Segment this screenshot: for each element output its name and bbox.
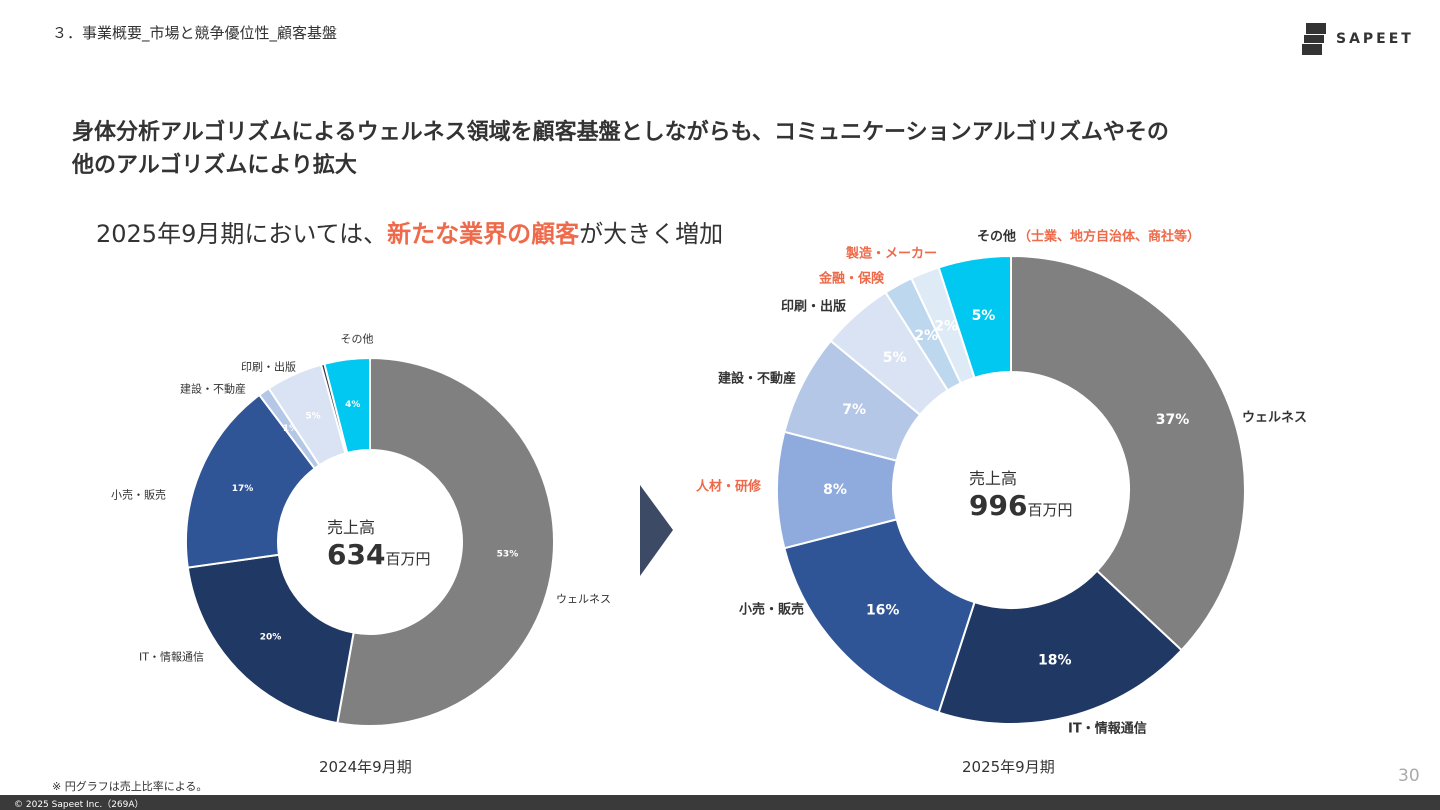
chart-2024-center-value: 634 [327, 538, 386, 571]
donut-slice [323, 356, 371, 455]
slice-percent-label: 5% [305, 411, 320, 421]
chart-2025-center: 売上高 996百万円 [969, 465, 1072, 522]
slice-percent-label: 37% [1156, 412, 1190, 428]
headline: 身体分析アルゴリズムによるウェルネス領域を顧客基盤としながらも、コミュニケーショ… [72, 116, 1332, 182]
donut-slice [336, 356, 556, 727]
logo-text: SAPEET [1336, 31, 1414, 47]
slice-category-label: ウェルネス [556, 593, 611, 606]
donut-slice [1010, 254, 1247, 652]
slice-percent-label: 53% [497, 549, 519, 559]
slice-category-label: 印刷・出版 [781, 299, 846, 315]
slice-category-label: IT・情報通信 [1068, 721, 1147, 737]
sapeet-logo-icon [1302, 23, 1326, 55]
chart-2025-period: 2025年9月期 [962, 758, 1055, 776]
donut-slice [937, 569, 1183, 725]
slice-category-label: その他 [341, 333, 374, 346]
slice-percent-label: 17% [232, 484, 254, 494]
slice-percent-label: 7% [842, 402, 866, 418]
slice-category-label: 建設・不動産 [718, 371, 796, 387]
copyright: © 2025 Sapeet Inc.（269A） [14, 800, 144, 810]
slice-category-label: 建設・不動産 [180, 382, 246, 396]
slice-category-label: ウェルネス [1242, 411, 1307, 426]
donut-slice [185, 393, 317, 569]
chart-2024-center: 売上高 634百万円 [327, 514, 430, 571]
chart-2025-center-unit: 百万円 [1027, 501, 1073, 519]
subhead-accent: 新たな業界の顧客 [387, 220, 580, 248]
transition-arrow-icon [640, 485, 673, 576]
donut-slice [783, 518, 976, 714]
donut-slice [937, 254, 1012, 380]
subhead-after: が大きく増加 [579, 220, 724, 248]
slice-percent-label: 2% [914, 328, 938, 344]
donut-slice [186, 553, 355, 725]
headline-line-2: 他のアルゴリズムにより拡大 [72, 153, 357, 178]
slice-category-label: 人材・研修 [696, 479, 762, 495]
company-logo: SAPEET [1302, 22, 1414, 56]
slice-category-label: その他 [977, 229, 1016, 245]
donut-chart-2025: 37% ウェルネス 18% IT・情報通信 16% 小売・販売 8% 人材・研修 7% 建設・不動… [696, 229, 1307, 737]
slice-percent-label: 5% [883, 350, 907, 366]
slice-category-label: 小売・販売 [111, 489, 166, 502]
footnote: ※ 円グラフは売上比率による。 [52, 780, 208, 793]
section-label: ３．事業概要_市場と競争優位性_顧客基盤 [52, 24, 338, 42]
donut-chart-2024: 53% ウェルネス 20% IT・情報通信 17% 小売・販売 1% 建設・不動産 5% 印刷・出… [111, 333, 611, 727]
slice-percent-label: 2% [934, 318, 958, 334]
page-number: 30 [1398, 766, 1420, 786]
slice-category-label: 製造・メーカー [845, 246, 937, 262]
chart-2024-center-unit: 百万円 [385, 550, 431, 568]
slice-category-label: 金融・保険 [818, 271, 885, 287]
chart-2025-center-label: 売上高 [969, 469, 1018, 488]
subhead-before: 2025年9月期においては、 [96, 220, 388, 248]
slice-category-label: 印刷・出版 [241, 360, 296, 374]
headline-line-1: 身体分析アルゴリズムによるウェルネス領域を顧客基盤としながらも、コミュニケーショ… [72, 120, 1169, 145]
slice-percent-label: 4% [345, 400, 360, 410]
slice-percent-label: 8% [823, 482, 847, 498]
footer-bar [0, 795, 1440, 810]
slice-category-label: IT・情報通信 [139, 651, 204, 664]
chart-2024-center-label: 売上高 [327, 518, 376, 537]
chart-2025-center-value: 996 [969, 489, 1028, 522]
slice-percent-label: 16% [866, 602, 900, 618]
subhead: 2025年9月期においては、新たな業界の顧客が大きく増加 [96, 214, 723, 249]
slice-category-note: （士業、地方自治体、商社等） [1018, 229, 1200, 245]
slice-category-label: 小売・販売 [739, 602, 804, 618]
slice-percent-label: 20% [260, 633, 282, 643]
slice-percent-label: 18% [1038, 652, 1072, 668]
slice-percent-label: 5% [972, 308, 996, 324]
chart-2024-period: 2024年9月期 [319, 758, 412, 776]
slice-percent-label: 1% [283, 424, 298, 434]
